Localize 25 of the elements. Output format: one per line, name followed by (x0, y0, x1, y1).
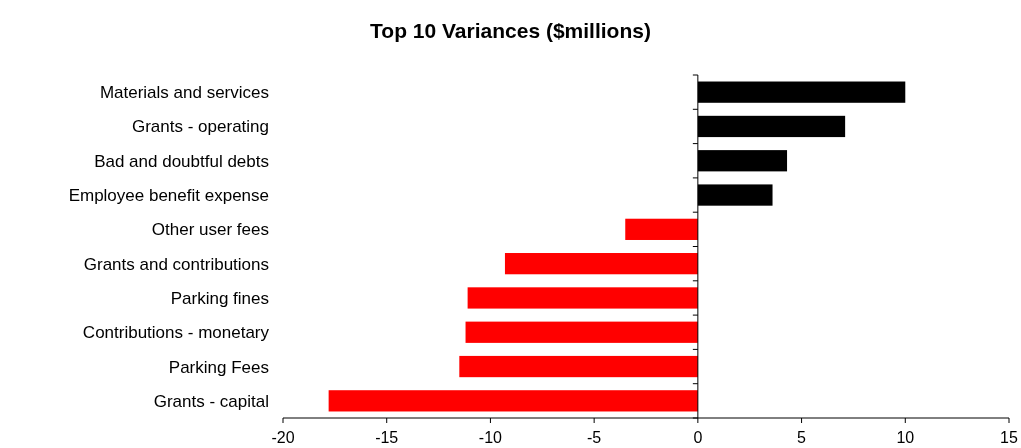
y-tick-label: Materials and services (99, 83, 269, 103)
y-tick-label: Grants - capital (153, 391, 269, 411)
x-tick-label: -20 (271, 429, 295, 446)
x-tick-label: -5 (587, 429, 602, 446)
y-tick-label: Employee benefit expense (68, 186, 269, 205)
x-tick-label: 10 (896, 429, 915, 446)
bar (504, 253, 698, 275)
y-tick-label: Parking fines (170, 288, 269, 308)
x-tick-label: 0 (693, 429, 703, 446)
x-tick-label: -10 (478, 429, 503, 446)
y-tick-label: Other user fees (151, 220, 269, 240)
y-tick-label: Bad and doubtful debts (94, 151, 269, 171)
x-tick-label: 5 (797, 429, 807, 446)
x-tick-label: -15 (375, 429, 399, 446)
chart-title: Top 10 Variances ($millions) (370, 19, 651, 42)
bar (465, 321, 698, 343)
y-tick-label: Grants and contributions (83, 254, 269, 274)
x-tick-label: 15 (1000, 429, 1018, 446)
bar (625, 218, 698, 240)
bar (328, 390, 698, 412)
y-tick-label: Grants - operating (131, 117, 269, 137)
bar (467, 287, 698, 309)
y-tick-label: Parking Fees (168, 357, 269, 377)
y-tick-label: Contributions - monetary (82, 323, 270, 343)
bar (459, 355, 698, 378)
